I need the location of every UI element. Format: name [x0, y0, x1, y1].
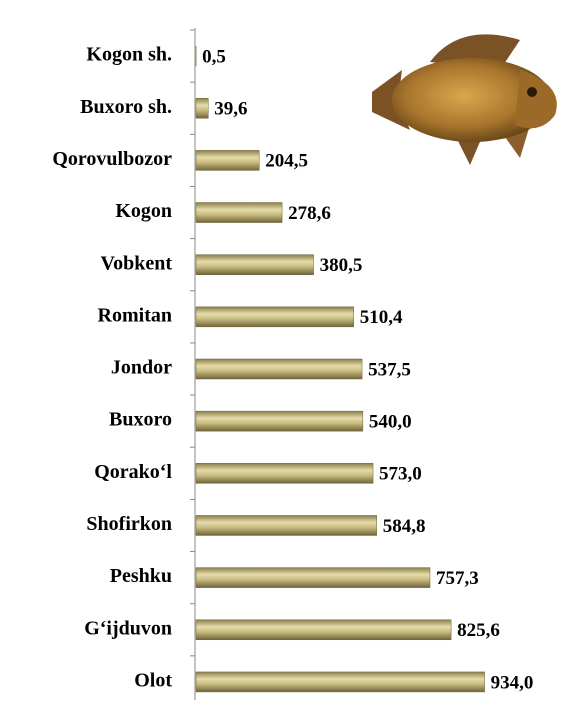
- y-tick-label: Qorako‘l: [94, 461, 172, 483]
- data-label: 204,5: [265, 151, 308, 172]
- bar: [195, 567, 431, 588]
- y-tick-label: G‘ijduvon: [84, 617, 172, 639]
- data-label: 757,3: [436, 568, 479, 589]
- y-tick-label: Buxoro sh.: [80, 96, 172, 118]
- bar: [195, 306, 354, 328]
- bar: [195, 619, 452, 641]
- y-tick-label: Shofirkon: [86, 513, 172, 535]
- data-label: 278,6: [288, 203, 331, 224]
- data-label: 380,5: [320, 255, 363, 276]
- fish-illustration: [372, 34, 557, 165]
- bar: [195, 150, 260, 171]
- bar: [195, 358, 363, 380]
- bar: [195, 254, 314, 275]
- data-label: 934,0: [491, 672, 534, 693]
- y-tick-label: Peshku: [110, 565, 172, 587]
- y-tick-label: Romitan: [98, 304, 172, 326]
- bar: [195, 97, 209, 119]
- data-label: 573,0: [379, 464, 422, 485]
- y-tick-label: Olot: [134, 670, 172, 692]
- data-label: 510,4: [360, 307, 403, 328]
- data-label: 537,5: [368, 359, 411, 380]
- data-label: 540,0: [369, 412, 412, 433]
- bar: [195, 671, 485, 693]
- data-label: 584,8: [383, 516, 426, 537]
- y-tick-label: Buxoro: [109, 409, 172, 431]
- y-tick-label: Kogon sh.: [86, 44, 172, 66]
- bar: [195, 202, 283, 223]
- bar: [195, 463, 374, 484]
- y-tick-label: Kogon: [115, 200, 172, 222]
- data-label: 39,6: [214, 99, 247, 120]
- y-tick-label: Jondor: [111, 357, 172, 379]
- y-tick-label: Qorovulbozor: [52, 148, 172, 170]
- y-tick-label: Vobkent: [100, 252, 172, 274]
- data-label: 825,6: [457, 620, 500, 641]
- bar: [195, 515, 377, 536]
- bar: [195, 410, 364, 432]
- data-label: 0,5: [202, 46, 226, 67]
